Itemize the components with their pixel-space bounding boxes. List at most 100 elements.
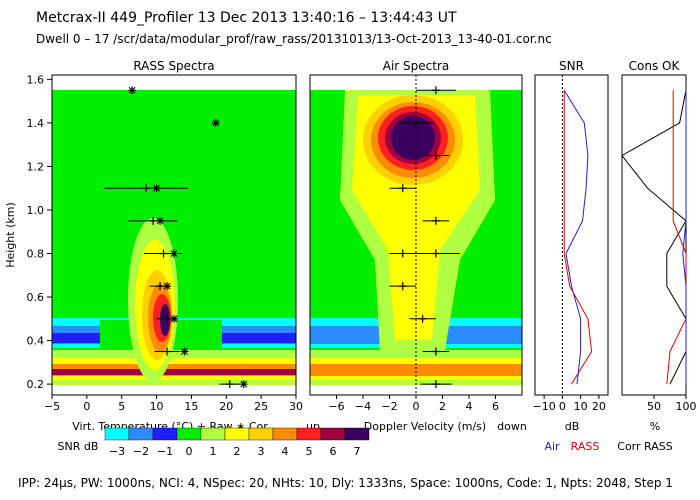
rass-plume-6	[160, 304, 170, 336]
series-line-rass	[563, 90, 593, 385]
air-moment-point	[431, 151, 440, 160]
rass-cor-point	[152, 184, 161, 193]
series-line-air	[563, 89, 589, 385]
xtick-label: 100	[676, 400, 697, 413]
air-moment-point	[431, 380, 440, 389]
series-line-corr-rass	[682, 90, 687, 385]
x-axis-label-cons: %	[650, 420, 660, 433]
air-moment-point	[418, 314, 427, 323]
xtick-label: 4	[466, 400, 473, 413]
air-core-5	[391, 116, 435, 160]
xtick-label: 6	[492, 400, 499, 413]
xtick-label: −4	[355, 400, 371, 413]
series-line-air	[621, 90, 687, 385]
rass-raw-point	[149, 216, 158, 225]
rass-cor-point	[239, 380, 248, 389]
rass-cor-point	[211, 118, 220, 127]
y-axis-label: Height (km)	[4, 202, 17, 268]
colorbar-swatch	[344, 427, 370, 441]
colorbar-swatch	[296, 427, 322, 441]
rass-raw-point	[163, 347, 172, 356]
colorbar-tick: −3	[109, 445, 125, 458]
air-moment-point	[431, 86, 440, 95]
ytick-label: 0.2	[27, 378, 45, 391]
air-moment-point	[431, 216, 440, 225]
ytick-label: 1.6	[27, 73, 45, 86]
colorbar-swatch	[224, 427, 250, 441]
colorbar-swatch	[248, 427, 274, 441]
rass-raw-point	[142, 184, 151, 193]
panel-title-3: SNR	[559, 59, 584, 73]
x-axis-label-air: Doppler Velocity (m/s)	[364, 420, 486, 433]
colorbar-tick: −1	[157, 445, 173, 458]
xtick-label: 15	[184, 400, 198, 413]
rass-cor-point	[180, 347, 189, 356]
colorbar-tick: 1	[210, 445, 217, 458]
ytick-label: 1.0	[27, 204, 45, 217]
legend-air: Air	[544, 440, 560, 453]
air-moment-point	[398, 184, 407, 193]
colorbar-tick: 5	[306, 445, 313, 458]
xtick-label: −6	[328, 400, 344, 413]
colorbar-swatch	[104, 427, 130, 441]
colorbar-swatch	[152, 427, 178, 441]
air-moment-point	[431, 249, 440, 258]
xtick-label: 20	[219, 400, 233, 413]
ytick-label: 0.4	[27, 335, 45, 348]
rass-raw-point	[159, 249, 168, 258]
colorbar-tick: −2	[133, 445, 149, 458]
chart-subtitle: Dwell 0 – 17 /scr/data/modular_prof/raw_…	[36, 32, 552, 46]
air-moment-point	[398, 282, 407, 291]
legend-rass: RASS	[571, 440, 600, 453]
colorbar-tick: 6	[330, 445, 337, 458]
rass-bottom-band-4	[52, 369, 296, 375]
xtick-label: 25	[254, 400, 268, 413]
colorbar-label: SNR dB	[58, 440, 99, 453]
footer-parameters: IPP: 24μs, PW: 1000ns, NCI: 4, NSpec: 20…	[18, 476, 673, 490]
xtick-label: 10	[574, 400, 588, 413]
ytick-label: 0.6	[27, 291, 45, 304]
air-moment-point	[398, 249, 407, 258]
panel-title-1: RASS Spectra	[133, 59, 214, 73]
legend-corr-rass: Corr RASS	[617, 440, 672, 453]
panel-frame-4	[621, 74, 687, 396]
rass-raw-point	[163, 314, 172, 323]
colorbar-swatch	[176, 427, 202, 441]
colorbar-swatch	[320, 427, 346, 441]
colorbar-tick: 7	[354, 445, 361, 458]
panel-frame-3	[534, 74, 609, 396]
air-moment-point	[431, 347, 440, 356]
xtick-label: 0	[559, 400, 566, 413]
colorbar-swatch	[272, 427, 298, 441]
xtick-label: 0	[83, 400, 90, 413]
rass-cor-point	[170, 249, 178, 258]
rass-cor-point	[170, 314, 178, 323]
panel-frame-1	[51, 74, 297, 396]
xtick-label: −2	[381, 400, 397, 413]
colorbar-tick: 2	[234, 445, 241, 458]
colorbar-tick: 0	[186, 445, 193, 458]
air-bottom-band-3	[310, 364, 522, 376]
xtick-label: 50	[647, 400, 661, 413]
x-axis-label-snr: dB	[565, 420, 580, 433]
xtick-label: 2	[439, 400, 446, 413]
rass-raw-point	[225, 380, 234, 389]
x-axis-label-down: down	[497, 420, 527, 433]
ytick-label: 1.2	[27, 160, 45, 173]
colorbar-swatch	[128, 427, 154, 441]
series-line-rass	[666, 90, 687, 385]
xtick-label: −10	[533, 400, 556, 413]
ytick-label: 0.8	[27, 248, 45, 261]
xtick-label: 0	[413, 400, 420, 413]
xtick-label: 20	[592, 400, 606, 413]
chart-title: Metcrax-II 449_Profiler 13 Dec 2013 13:4…	[36, 10, 457, 26]
air-moment-point	[412, 118, 420, 127]
rass-cor-point	[156, 216, 165, 225]
xtick-label: −5	[44, 400, 60, 413]
xtick-label: 10	[150, 400, 164, 413]
colorbar-tick: 3	[258, 445, 265, 458]
rass-raw-point	[156, 282, 165, 291]
rass-cor-point	[128, 86, 137, 95]
panel-title-2: Air Spectra	[383, 59, 450, 73]
